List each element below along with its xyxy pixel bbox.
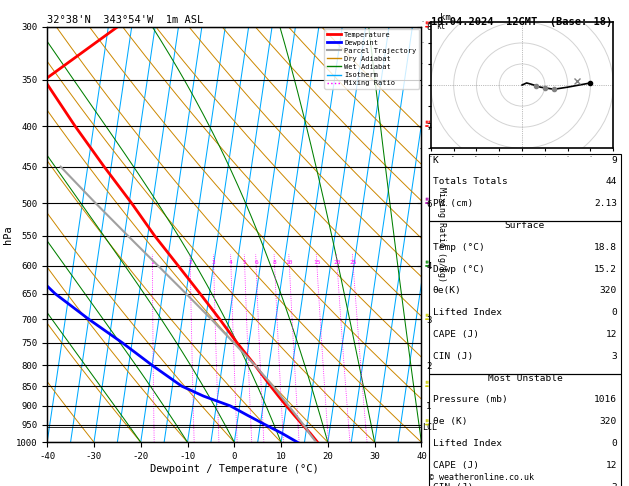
Text: 3: 3 [611, 352, 617, 361]
Text: CIN (J): CIN (J) [433, 352, 473, 361]
Text: 15.2: 15.2 [594, 264, 617, 274]
Y-axis label: hPa: hPa [3, 225, 13, 244]
Text: 19.04.2024  12GMT  (Base: 18): 19.04.2024 12GMT (Base: 18) [431, 17, 612, 27]
Text: Surface: Surface [505, 221, 545, 230]
Text: CAPE (J): CAPE (J) [433, 461, 479, 470]
Text: © weatheronline.co.uk: © weatheronline.co.uk [429, 473, 534, 482]
Text: PW (cm): PW (cm) [433, 199, 473, 208]
Text: Lifted Index: Lifted Index [433, 308, 502, 317]
Text: 44: 44 [606, 177, 617, 186]
Text: Lifted Index: Lifted Index [433, 439, 502, 448]
Text: 25: 25 [350, 260, 357, 265]
Text: 1016: 1016 [594, 396, 617, 404]
Bar [429, 374, 621, 486]
Text: 3: 3 [212, 260, 216, 265]
Text: 4: 4 [229, 260, 233, 265]
Text: 0: 0 [611, 308, 617, 317]
Text: 8: 8 [273, 260, 277, 265]
Text: 0: 0 [611, 439, 617, 448]
X-axis label: Dewpoint / Temperature (°C): Dewpoint / Temperature (°C) [150, 464, 319, 474]
Text: 9: 9 [611, 156, 617, 165]
Text: CIN (J): CIN (J) [433, 483, 473, 486]
Text: 5: 5 [243, 260, 247, 265]
Text: 32°38'N  343°54'W  1m ASL: 32°38'N 343°54'W 1m ASL [47, 15, 203, 25]
Text: θe (K): θe (K) [433, 417, 467, 426]
Text: LCL: LCL [423, 423, 438, 432]
Text: 2.13: 2.13 [594, 199, 617, 208]
Text: 20: 20 [333, 260, 341, 265]
Text: 12: 12 [606, 461, 617, 470]
Text: Totals Totals: Totals Totals [433, 177, 508, 186]
Text: 320: 320 [599, 417, 617, 426]
Text: kt: kt [437, 22, 445, 32]
Text: km: km [440, 13, 451, 22]
Text: CAPE (J): CAPE (J) [433, 330, 479, 339]
Bar [429, 221, 621, 374]
Text: 3: 3 [611, 483, 617, 486]
Text: 10: 10 [286, 260, 293, 265]
Legend: Temperature, Dewpoint, Parcel Trajectory, Dry Adiabat, Wet Adiabat, Isotherm, Mi: Temperature, Dewpoint, Parcel Trajectory… [324, 29, 420, 89]
Text: K: K [433, 156, 438, 165]
Text: 12: 12 [606, 330, 617, 339]
Text: 6: 6 [254, 260, 258, 265]
Text: ASL: ASL [438, 34, 454, 42]
Text: Pressure (mb): Pressure (mb) [433, 396, 508, 404]
Text: 18.8: 18.8 [594, 243, 617, 252]
Text: 2: 2 [189, 260, 192, 265]
Bar [429, 154, 621, 221]
Text: θe(K): θe(K) [433, 286, 462, 295]
Text: 1: 1 [150, 260, 154, 265]
Text: 15: 15 [313, 260, 321, 265]
Y-axis label: Mixing Ratio (g/kg): Mixing Ratio (g/kg) [437, 187, 445, 282]
Text: Most Unstable: Most Unstable [487, 374, 562, 382]
Text: 320: 320 [599, 286, 617, 295]
Text: Dewp (°C): Dewp (°C) [433, 264, 484, 274]
Text: Temp (°C): Temp (°C) [433, 243, 484, 252]
